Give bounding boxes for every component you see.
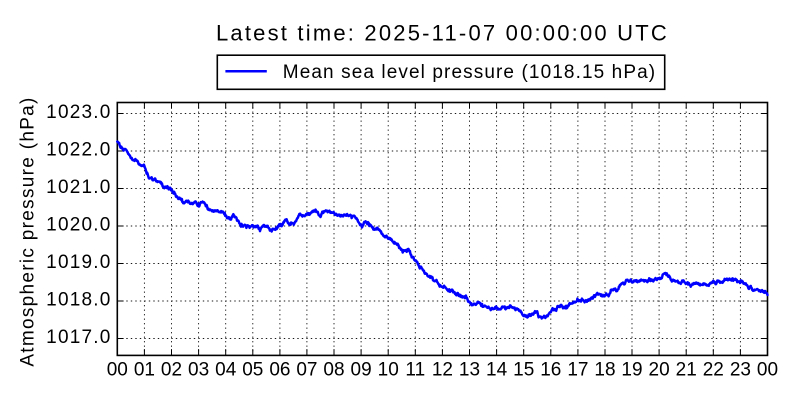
- svg-text:17: 17: [567, 359, 588, 380]
- svg-text:09: 09: [351, 359, 372, 380]
- svg-text:03: 03: [188, 359, 209, 380]
- svg-text:01: 01: [134, 359, 155, 380]
- svg-text:21: 21: [676, 359, 697, 380]
- svg-text:10: 10: [378, 359, 399, 380]
- svg-text:1019.0: 1019.0: [46, 252, 111, 273]
- svg-text:11: 11: [405, 359, 425, 380]
- svg-text:1018.0: 1018.0: [46, 290, 111, 311]
- svg-text:1020.0: 1020.0: [46, 215, 111, 236]
- svg-text:18: 18: [594, 359, 615, 380]
- svg-text:02: 02: [161, 359, 182, 380]
- svg-text:19: 19: [621, 359, 642, 380]
- svg-text:Latest time: 2025-11-07 00:00:: Latest time: 2025-11-07 00:00:00 UTC: [216, 20, 669, 45]
- svg-text:04: 04: [215, 359, 237, 380]
- svg-text:20: 20: [649, 359, 670, 380]
- svg-text:Mean sea level pressure (1018.: Mean sea level pressure (1018.15 hPa): [283, 62, 656, 83]
- svg-text:22: 22: [703, 359, 724, 380]
- svg-text:05: 05: [242, 359, 263, 380]
- svg-text:08: 08: [323, 359, 344, 380]
- svg-text:Atmospheric pressure (hPa): Atmospheric pressure (hPa): [18, 96, 39, 366]
- svg-text:1023.0: 1023.0: [46, 102, 111, 123]
- svg-text:00: 00: [757, 359, 778, 380]
- svg-text:12: 12: [432, 359, 453, 380]
- svg-text:23: 23: [730, 359, 751, 380]
- svg-text:16: 16: [540, 359, 561, 380]
- svg-text:07: 07: [296, 359, 317, 380]
- svg-text:00: 00: [107, 359, 128, 380]
- svg-text:13: 13: [459, 359, 480, 380]
- svg-text:1021.0: 1021.0: [46, 177, 111, 198]
- svg-text:1022.0: 1022.0: [46, 140, 111, 161]
- svg-text:1017.0: 1017.0: [46, 327, 111, 348]
- svg-text:15: 15: [513, 359, 534, 380]
- svg-text:06: 06: [269, 359, 290, 380]
- svg-text:14: 14: [486, 359, 508, 380]
